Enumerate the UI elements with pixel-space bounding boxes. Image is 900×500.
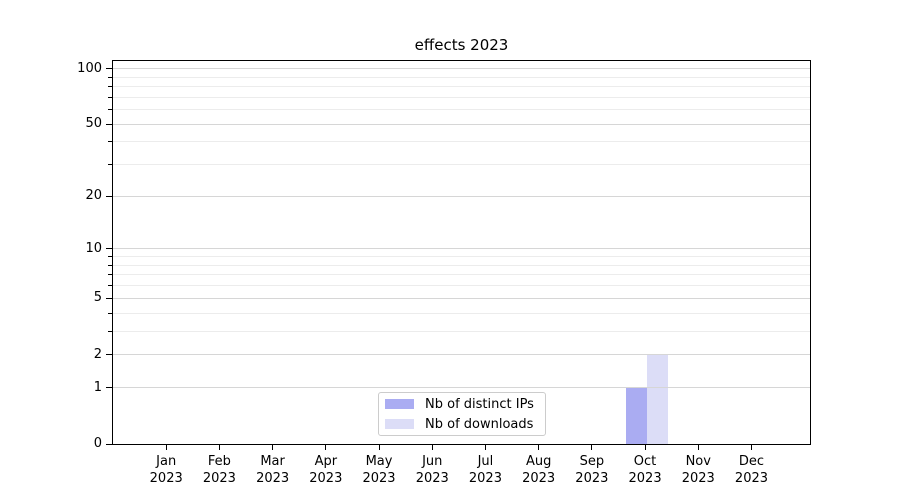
y-tick: [106, 354, 112, 356]
y-tick-label: 5: [93, 290, 102, 306]
legend-item-downloads: Nb of downloads: [379, 414, 545, 434]
x-tick-label: May 2023: [362, 454, 396, 486]
y-tick: [106, 123, 112, 125]
y-tick-label: 10: [85, 240, 102, 256]
gridline-major: [113, 68, 810, 70]
legend-label-distinct-ips: Nb of distinct IPs: [425, 396, 534, 412]
y-minor-tick: [108, 312, 112, 314]
gridline-major: [113, 297, 810, 299]
gridline-minor: [113, 256, 810, 258]
gridline-minor: [113, 141, 810, 143]
gridline-major: [113, 195, 810, 197]
bar-downloads: [647, 354, 669, 444]
legend-item-distinct-ips: Nb of distinct IPs: [379, 394, 545, 414]
x-tick-label: Jun 2023: [415, 454, 449, 486]
y-minor-tick: [108, 76, 112, 78]
x-tick: [431, 445, 433, 450]
chart-title: effects 2023: [414, 36, 509, 54]
y-tick: [106, 195, 112, 197]
y-minor-tick: [108, 285, 112, 287]
y-minor-tick: [108, 330, 112, 332]
y-minor-tick: [108, 164, 112, 166]
legend: Nb of distinct IPs Nb of downloads: [378, 392, 546, 436]
x-tick-label: Jul 2023: [468, 454, 502, 486]
x-tick-label: Feb 2023: [202, 454, 236, 486]
gridline-minor: [113, 312, 810, 314]
y-minor-tick: [108, 141, 112, 143]
y-minor-tick: [108, 86, 112, 88]
x-tick: [697, 445, 699, 450]
y-minor-tick: [108, 274, 112, 276]
gridline-minor: [113, 274, 810, 276]
x-tick: [484, 445, 486, 450]
y-tick-label: 50: [85, 116, 102, 132]
gridline-major: [113, 387, 810, 389]
gridline-minor: [113, 96, 810, 98]
gridline-major: [113, 123, 810, 125]
x-tick-label: Oct 2023: [628, 454, 662, 486]
x-tick: [378, 445, 380, 450]
x-tick: [325, 445, 327, 450]
x-tick: [591, 445, 593, 450]
gridline-minor: [113, 330, 810, 332]
y-tick-label: 0: [93, 436, 102, 451]
gridline-minor: [113, 285, 810, 287]
x-tick-label: Aug 2023: [522, 454, 556, 486]
gridline-minor: [113, 164, 810, 166]
gridline-major: [113, 248, 810, 250]
legend-swatch-downloads: [385, 419, 414, 429]
y-tick: [106, 297, 112, 299]
x-tick: [750, 445, 752, 450]
gridline-minor: [113, 109, 810, 111]
gridline-major: [113, 354, 810, 356]
x-tick-label: Apr 2023: [309, 454, 343, 486]
gridline-minor: [113, 264, 810, 266]
y-tick: [106, 443, 112, 445]
x-tick: [165, 445, 167, 450]
y-minor-tick: [108, 109, 112, 111]
x-tick-label: Nov 2023: [681, 454, 715, 486]
y-minor-tick: [108, 96, 112, 98]
x-tick: [272, 445, 274, 450]
x-tick: [218, 445, 220, 450]
y-minor-tick: [108, 264, 112, 266]
gridline-minor: [113, 86, 810, 88]
y-tick-label: 100: [77, 60, 102, 76]
bar-distinct-ips: [625, 387, 648, 444]
legend-label-downloads: Nb of downloads: [425, 416, 534, 432]
y-tick-label: 2: [93, 346, 102, 362]
gridline-minor: [113, 76, 810, 78]
x-tick: [644, 445, 646, 450]
x-tick: [538, 445, 540, 450]
y-tick-label: 20: [85, 188, 102, 204]
x-tick-label: Jan 2023: [149, 454, 183, 486]
x-tick-label: Sep 2023: [575, 454, 609, 486]
y-tick-label: 1: [93, 379, 102, 395]
y-tick: [106, 387, 112, 389]
x-tick-label: Dec 2023: [734, 454, 769, 486]
y-tick: [106, 248, 112, 250]
plot-area: 0 1 2 5 10 20 50 100 Jan 2023 Feb 2023 Mar 2023 Apr…: [77, 60, 811, 486]
legend-swatch-distinct-ips: [385, 399, 414, 409]
x-tick-label: Mar 2023: [256, 454, 290, 486]
y-tick: [106, 68, 112, 70]
y-minor-tick: [108, 256, 112, 258]
